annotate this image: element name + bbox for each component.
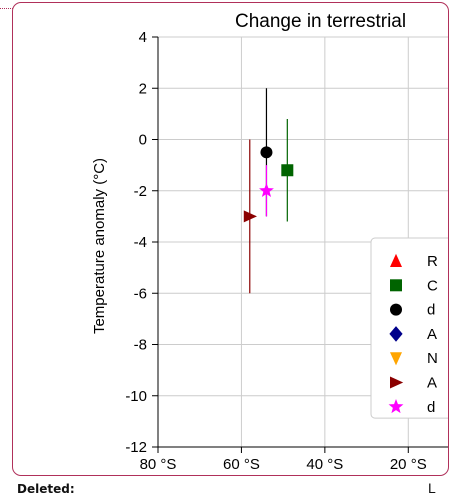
legend-marker-diamond	[389, 326, 403, 342]
legend-label: R	[427, 253, 438, 270]
legend-label: C	[427, 277, 438, 294]
y-tick-label: 2	[139, 80, 147, 97]
x-tick-label: 60 °S	[223, 456, 260, 473]
deleted-text-fragment: L	[428, 480, 436, 496]
legend-marker-triangle-down	[390, 352, 402, 366]
x-tick-label: 40 °S	[306, 456, 343, 473]
chart: Change in terrestrial 4 2 0 -2 -4 -6 -8 -10 -128…	[91, 11, 448, 473]
legend-marker-star	[388, 399, 404, 414]
x-tick-label: 80 °S	[140, 456, 177, 473]
legend-marker-triangle-right	[390, 376, 404, 389]
legend-marker-triangle-up	[390, 253, 402, 267]
data-markers	[243, 146, 294, 223]
deleted-label: Deleted:	[17, 482, 75, 496]
y-tick-label: 4	[139, 29, 147, 46]
x-tick-label: 20 °S	[390, 456, 427, 473]
y-tick-label: 0	[139, 132, 147, 149]
legend-marker-square	[390, 279, 402, 292]
legend-label: A	[427, 326, 437, 343]
data-point-star	[259, 182, 274, 198]
y-tick-label: -4	[134, 234, 147, 251]
legend-label: N	[427, 350, 438, 367]
legend-label: d	[427, 302, 435, 319]
data-point-circle	[260, 146, 273, 159]
chart-title: Change in terrestrial	[235, 11, 406, 32]
data-point-square	[281, 164, 294, 177]
y-axis-label: Temperature anomaly (°C)	[91, 158, 108, 334]
y-tick-label: -8	[134, 337, 147, 354]
legend-label: d	[427, 399, 435, 416]
y-tick-label: -6	[134, 285, 147, 302]
legend-marker-circle	[390, 303, 402, 316]
y-tick-label: -2	[134, 183, 147, 200]
legend-label: A	[427, 375, 437, 392]
comment-balloon[interactable]: Change in terrestrial 4 2 0 -2 -4 -6 -8 -10 -12 8…	[12, 2, 449, 476]
data-point-triangle-right	[243, 210, 257, 223]
y-tick-label: -10	[125, 388, 147, 405]
y-tick-label: -12	[125, 439, 147, 456]
